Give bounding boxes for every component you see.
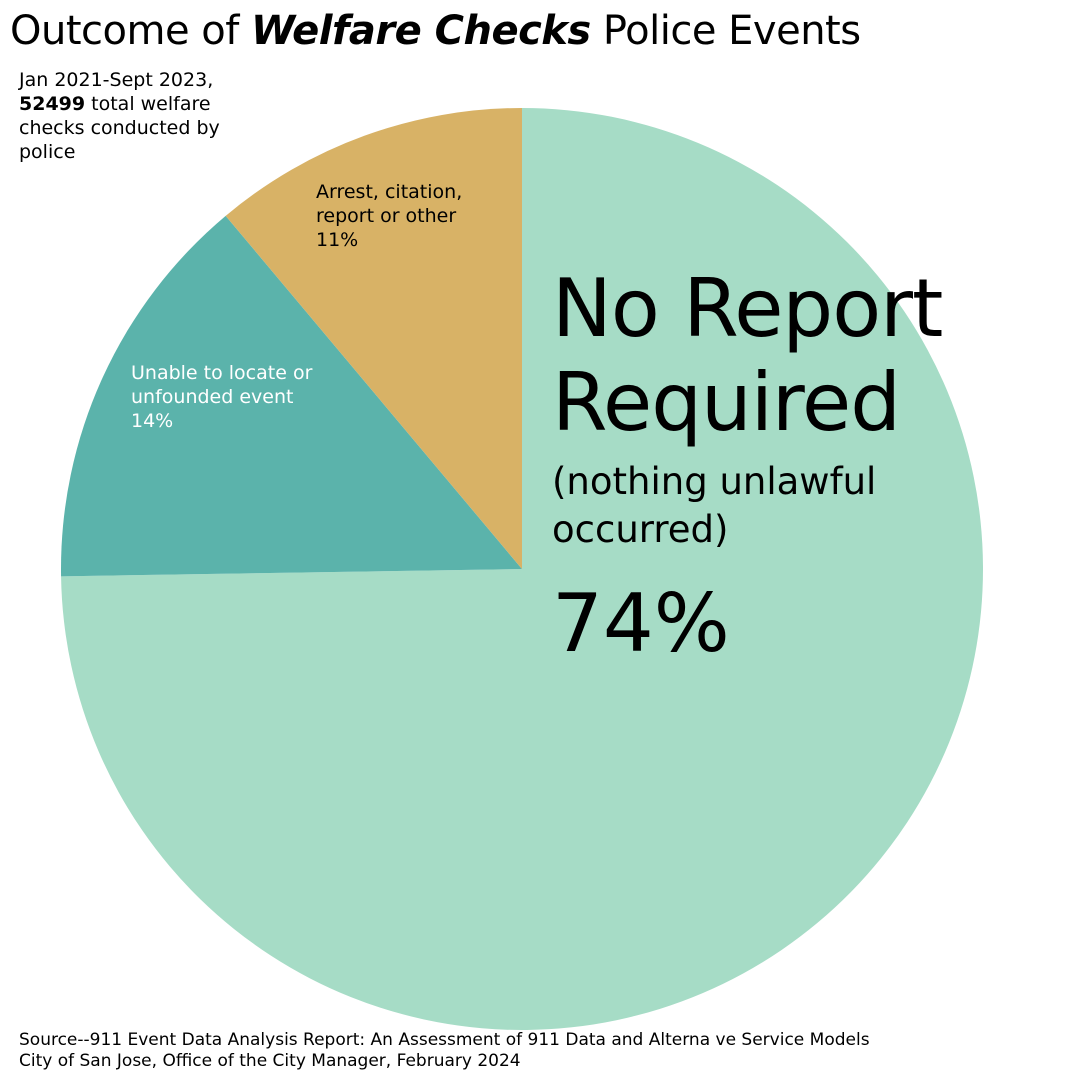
pie-slice-no-report [61,108,983,1030]
slice-label-arrest-percent: 11% [316,229,359,251]
slice-label-arrest: Arrest, citation, report or other 11% [316,180,516,252]
pie-slice-unable-to-locate [61,215,522,577]
title-prefix: Outcome of [10,8,252,54]
slice-label-unable-name: Unable to locate or unfounded event [131,362,313,408]
title-suffix: Police Events [590,8,861,54]
pie-slices [61,108,983,1030]
source-line-1: Source--911 Event Data Analysis Report: … [19,1030,870,1050]
chart-title: Outcome of Welfare Checks Police Events [10,8,861,54]
subtitle-date-range: Jan 2021-Sept 2023, [19,69,214,91]
slice-label-no-report-percent: 74% [552,577,730,670]
subtitle-description: total welfare checks conducted by police [19,93,220,163]
source-line-2: City of San Jose, Office of the City Man… [19,1051,521,1071]
slice-label-unable: Unable to locate or unfounded event 14% [131,361,321,433]
slice-label-unable-percent: 14% [131,410,174,432]
slice-label-no-report: No Report Required (nothing unlawful occ… [552,262,972,672]
slice-label-no-report-note: (nothing unlawful occurred) [552,460,877,551]
slice-label-no-report-name: No Report Required [552,262,943,449]
chart-subtitle: Jan 2021-Sept 2023, 52499 total welfare … [19,68,259,164]
pie-slice-arrest [225,108,522,569]
subtitle-count: 52499 [19,93,86,115]
slice-label-arrest-name: Arrest, citation, report or other [316,181,463,227]
source-note: Source--911 Event Data Analysis Report: … [19,1030,870,1072]
title-emphasis: Welfare Checks [251,8,591,54]
